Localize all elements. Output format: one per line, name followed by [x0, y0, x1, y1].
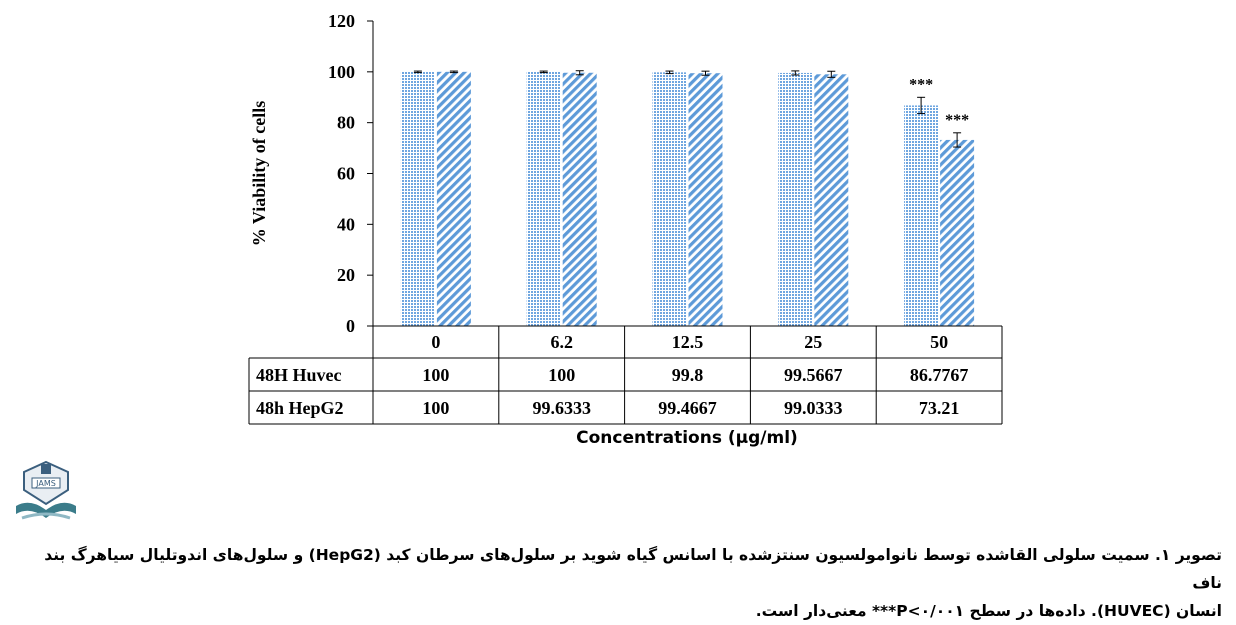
- bar-huvec: [778, 72, 813, 327]
- y-tick-label: 20: [337, 265, 355, 285]
- y-tick-label: 100: [328, 62, 355, 82]
- x-tick-label: 0: [431, 332, 440, 352]
- y-tick-label: 60: [337, 164, 355, 184]
- bar-hepg2: [436, 71, 471, 326]
- bar-hepg2: [940, 139, 975, 326]
- data-table: 0 6.2 12.5 25 50 48H Huvec 100 100 99.8 99.5667 86…: [248, 325, 1003, 425]
- bar-layer: *** ***: [400, 70, 975, 327]
- table-cell: 100: [422, 398, 449, 418]
- table-cell: 99.8: [672, 365, 704, 385]
- significance-marker: ***: [909, 76, 933, 93]
- bar-hepg2: [814, 74, 849, 326]
- bar-hepg2: [562, 72, 597, 326]
- logo-text: JAMS: [35, 479, 56, 488]
- x-tick-label: 12.5: [672, 332, 704, 352]
- table-cell: 100: [422, 365, 449, 385]
- y-tick-label: 0: [346, 316, 355, 336]
- x-axis-label: Concentrations (µg/ml): [576, 428, 798, 448]
- bar-huvec: [652, 72, 687, 326]
- bar-huvec: [400, 71, 435, 326]
- y-tick-label: 80: [337, 113, 355, 133]
- caption-line-2: انسان (HUVEC). داده‌ها در سطح P<۰/۰۰۱***…: [755, 602, 1222, 620]
- caption-text-1: سمیت سلولی القاشده توسط نانوامولسیون سنت…: [44, 546, 1222, 592]
- caption-line-1: تصویر ۱. سمیت سلولی القاشده توسط نانوامو…: [12, 541, 1222, 597]
- y-tick-label: 40: [337, 214, 355, 234]
- y-tick-label: 120: [328, 11, 355, 31]
- table-cell: 73.21: [919, 398, 960, 418]
- table-cell: 99.6333: [532, 398, 591, 418]
- table-cell: 99.5667: [784, 365, 843, 385]
- axis-layer: 0 20 40 60 80 100 120 % Viability of cells: [249, 11, 374, 336]
- table-series-name: 48h HepG2: [256, 398, 344, 418]
- table-cell: 86.7767: [910, 365, 969, 385]
- significance-marker: ***: [945, 112, 969, 129]
- bar-huvec: [904, 105, 939, 326]
- x-tick-label: 50: [930, 332, 948, 352]
- y-axis-label: % Viability of cells: [249, 101, 269, 247]
- table-series-name: 48H Huvec: [256, 365, 342, 385]
- table-cell: 99.4667: [658, 398, 717, 418]
- journal-logo: JAMS: [8, 460, 84, 526]
- bar-hepg2: [688, 73, 723, 326]
- x-tick-label: 25: [804, 332, 822, 352]
- figure-caption: تصویر ۱. سمیت سلولی القاشده توسط نانوامو…: [12, 541, 1222, 625]
- table-cell: 99.0333: [784, 398, 843, 418]
- x-tick-label: 6.2: [550, 332, 573, 352]
- table-cell: 100: [548, 365, 575, 385]
- bar-huvec: [526, 71, 561, 326]
- caption-label: تصویر ۱.: [1154, 546, 1222, 564]
